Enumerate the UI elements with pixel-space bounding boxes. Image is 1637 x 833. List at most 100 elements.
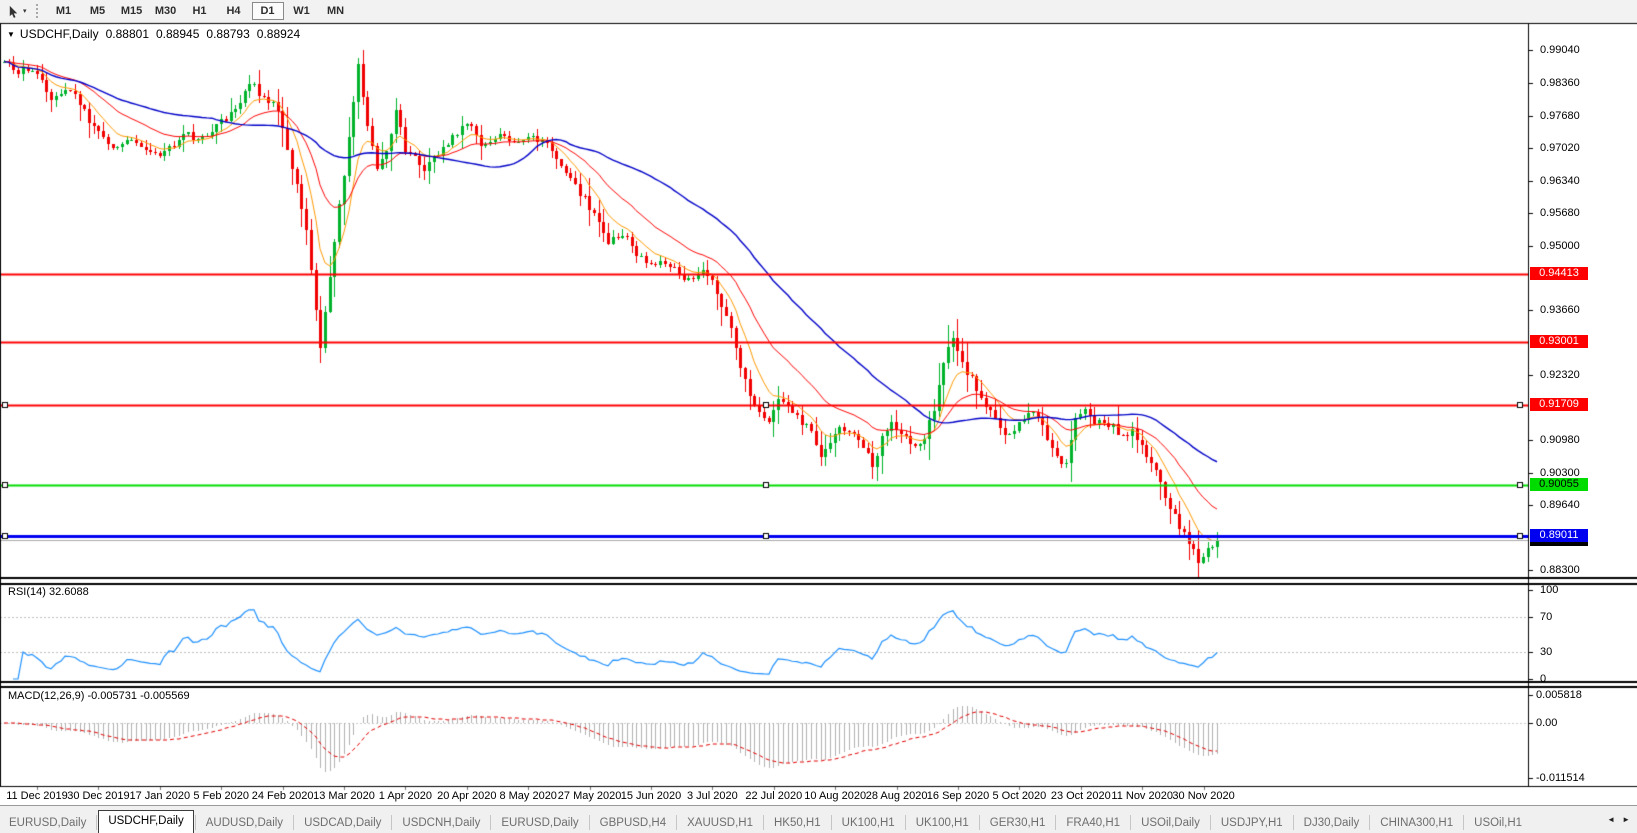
- tab-divider: [1463, 815, 1465, 830]
- tab-divider: [978, 815, 980, 830]
- toolbar-grip[interactable]: [35, 4, 40, 18]
- ohlc-open: 0.88801: [105, 27, 149, 41]
- chart-tab-fra40-h1[interactable]: FRA40,H1: [1066, 817, 1121, 829]
- hline-price-badge[interactable]: 0.89011: [1530, 529, 1588, 542]
- tab-divider: [490, 815, 492, 830]
- hline-price-badge[interactable]: 0.94413: [1530, 267, 1588, 280]
- chart-tab-audusd-daily[interactable]: AUDUSD,Daily: [205, 817, 284, 829]
- chart-tab-uk100-h1[interactable]: UK100,H1: [841, 817, 895, 829]
- tab-divider: [1292, 815, 1294, 830]
- date-label: 17 Jan 2020: [129, 790, 191, 802]
- price-tick-label: 0.92320: [1540, 369, 1580, 381]
- macd-tick-label: 0.00: [1536, 717, 1558, 729]
- chart-tab-usdjpy-h1[interactable]: USDJPY,H1: [1220, 817, 1283, 829]
- ohlc-high: 0.88945: [156, 27, 200, 41]
- price-tick-label: 0.90980: [1540, 434, 1580, 446]
- rsi-tick-label: 70: [1540, 611, 1553, 623]
- chart-tab-usoil-h1[interactable]: USOil,H1: [1474, 817, 1523, 829]
- tab-divider: [293, 815, 295, 830]
- hline-price-badge[interactable]: 0.90055: [1530, 478, 1588, 491]
- chart-tab-gbpusd-h4[interactable]: GBPUSD,H4: [599, 817, 667, 829]
- chart-tab-xauusd-h1[interactable]: XAUUSD,H1: [687, 817, 753, 829]
- chart-tab-eurusd-daily[interactable]: EURUSD,Daily: [9, 817, 87, 829]
- price-tick-label: 0.97020: [1540, 142, 1580, 154]
- chart-tab-usdcnh-daily[interactable]: USDCNH,Daily: [402, 817, 481, 829]
- tab-divider: [762, 815, 764, 830]
- chart-tab-china300-h1[interactable]: CHINA300,H1: [1380, 817, 1454, 829]
- timeframe-button-M1[interactable]: M1: [55, 5, 72, 17]
- date-label: 8 May 2020: [499, 790, 557, 802]
- date-label: 23 Oct 2020: [1050, 790, 1111, 802]
- rsi-tick-label: 100: [1540, 584, 1559, 596]
- rsi-label: RSI(14) 32.6088: [8, 586, 89, 598]
- date-label: 30 Nov 2020: [1172, 790, 1235, 802]
- rsi-tick-label: 0: [1540, 673, 1547, 685]
- ohlc-close: 0.88924: [256, 27, 301, 41]
- tab-divider: [96, 815, 98, 830]
- hline-price-badge[interactable]: 0.93001: [1530, 335, 1588, 348]
- chart-tab-hk50-h1[interactable]: HK50,H1: [773, 817, 821, 829]
- tab-scroll-left-icon[interactable]: ◄: [1607, 815, 1616, 824]
- date-label: 28 Aug 2020: [865, 790, 928, 802]
- chart-tab-uk100-h1[interactable]: UK100,H1: [915, 817, 969, 829]
- timeframe-button-H4[interactable]: H4: [226, 5, 241, 17]
- macd-label: MACD(12,26,9) -0.005731 -0.005569: [8, 690, 190, 702]
- date-label: 22 Jul 2020: [745, 790, 803, 802]
- chart-title: ▼ USDCHF,Daily 0.88801 0.88945 0.88793 0…: [7, 27, 300, 41]
- date-label: 11 Dec 2019: [6, 790, 68, 802]
- price-tick-label: 0.95000: [1540, 240, 1580, 252]
- ohlc-low: 0.88793: [206, 27, 250, 41]
- tab-divider: [904, 815, 906, 830]
- date-label: 3 Jul 2020: [687, 790, 738, 802]
- date-label: 24 Feb 2020: [251, 790, 314, 802]
- date-label: 11 Nov 2020: [1111, 790, 1173, 802]
- timeframe-button-W1[interactable]: W1: [293, 5, 310, 17]
- chart-tab-usoil-daily[interactable]: USOil,Daily: [1141, 817, 1200, 829]
- pointer-tool-icon: [9, 5, 18, 18]
- hline-price-badge[interactable]: 0.91709: [1530, 398, 1588, 411]
- timeframe-button-M30[interactable]: M30: [154, 5, 177, 17]
- timeframe-button-D1[interactable]: D1: [251, 2, 284, 20]
- price-tick-label: 0.88300: [1540, 564, 1580, 576]
- price-tick-label: 0.90300: [1540, 467, 1580, 479]
- timeframe-button-MN[interactable]: MN: [326, 5, 345, 17]
- price-tick-label: 0.93660: [1540, 304, 1580, 316]
- tab-divider: [588, 815, 590, 830]
- tab-divider: [830, 815, 832, 830]
- price-tick-label: 0.89640: [1540, 499, 1580, 511]
- date-label: 20 Apr 2020: [437, 790, 497, 802]
- tab-divider: [1055, 815, 1057, 830]
- tab-divider: [1209, 815, 1211, 830]
- date-label: 15 Jun 2020: [620, 790, 682, 802]
- chart-tabs: EURUSD,Daily USDCHF,Daily AUDUSD,Daily USDC…: [0, 804, 1600, 833]
- tab-divider: [194, 815, 196, 830]
- date-label: 10 Aug 2020: [804, 790, 867, 802]
- toolbar-dropdown-caret-icon[interactable]: ▾: [23, 8, 27, 15]
- macd-tick-label: 0.005818: [1536, 689, 1582, 701]
- tab-scroll-arrows: ◄ ►: [1600, 806, 1637, 833]
- tab-scroll-right-icon[interactable]: ►: [1622, 815, 1630, 824]
- timeframe-button-M15[interactable]: M15: [120, 5, 143, 17]
- chart-tab-ger30-h1[interactable]: GER30,H1: [989, 817, 1046, 829]
- tab-divider: [1369, 815, 1371, 830]
- timeframe-button-M5[interactable]: M5: [89, 5, 106, 17]
- date-label: 13 Mar 2020: [313, 790, 375, 802]
- pointer-tool-button[interactable]: ▾: [3, 5, 31, 18]
- chart-menu-caret-icon[interactable]: ▼: [7, 29, 15, 39]
- price-tick-label: 0.98360: [1540, 77, 1580, 89]
- tab-divider: [1130, 815, 1132, 830]
- price-tick-label: 0.96340: [1540, 175, 1580, 187]
- date-label: 30 Dec 2019: [67, 790, 130, 802]
- chart-tab-usdcad-daily[interactable]: USDCAD,Daily: [304, 817, 382, 829]
- chart-tab-usdchf-daily[interactable]: USDCHF,Daily: [98, 810, 194, 833]
- chart-tab-dj30-daily[interactable]: DJ30,Daily: [1303, 817, 1360, 829]
- date-label: 5 Feb 2020: [193, 790, 250, 802]
- date-label: 1 Apr 2020: [378, 790, 432, 802]
- tab-divider: [676, 815, 678, 830]
- timeframe-button-H1[interactable]: H1: [192, 5, 207, 17]
- chart-symbol-label: USDCHF,Daily: [19, 27, 99, 41]
- chart-tab-eurusd-daily[interactable]: EURUSD,Daily: [501, 817, 579, 829]
- rsi-tick-label: 30: [1540, 646, 1553, 658]
